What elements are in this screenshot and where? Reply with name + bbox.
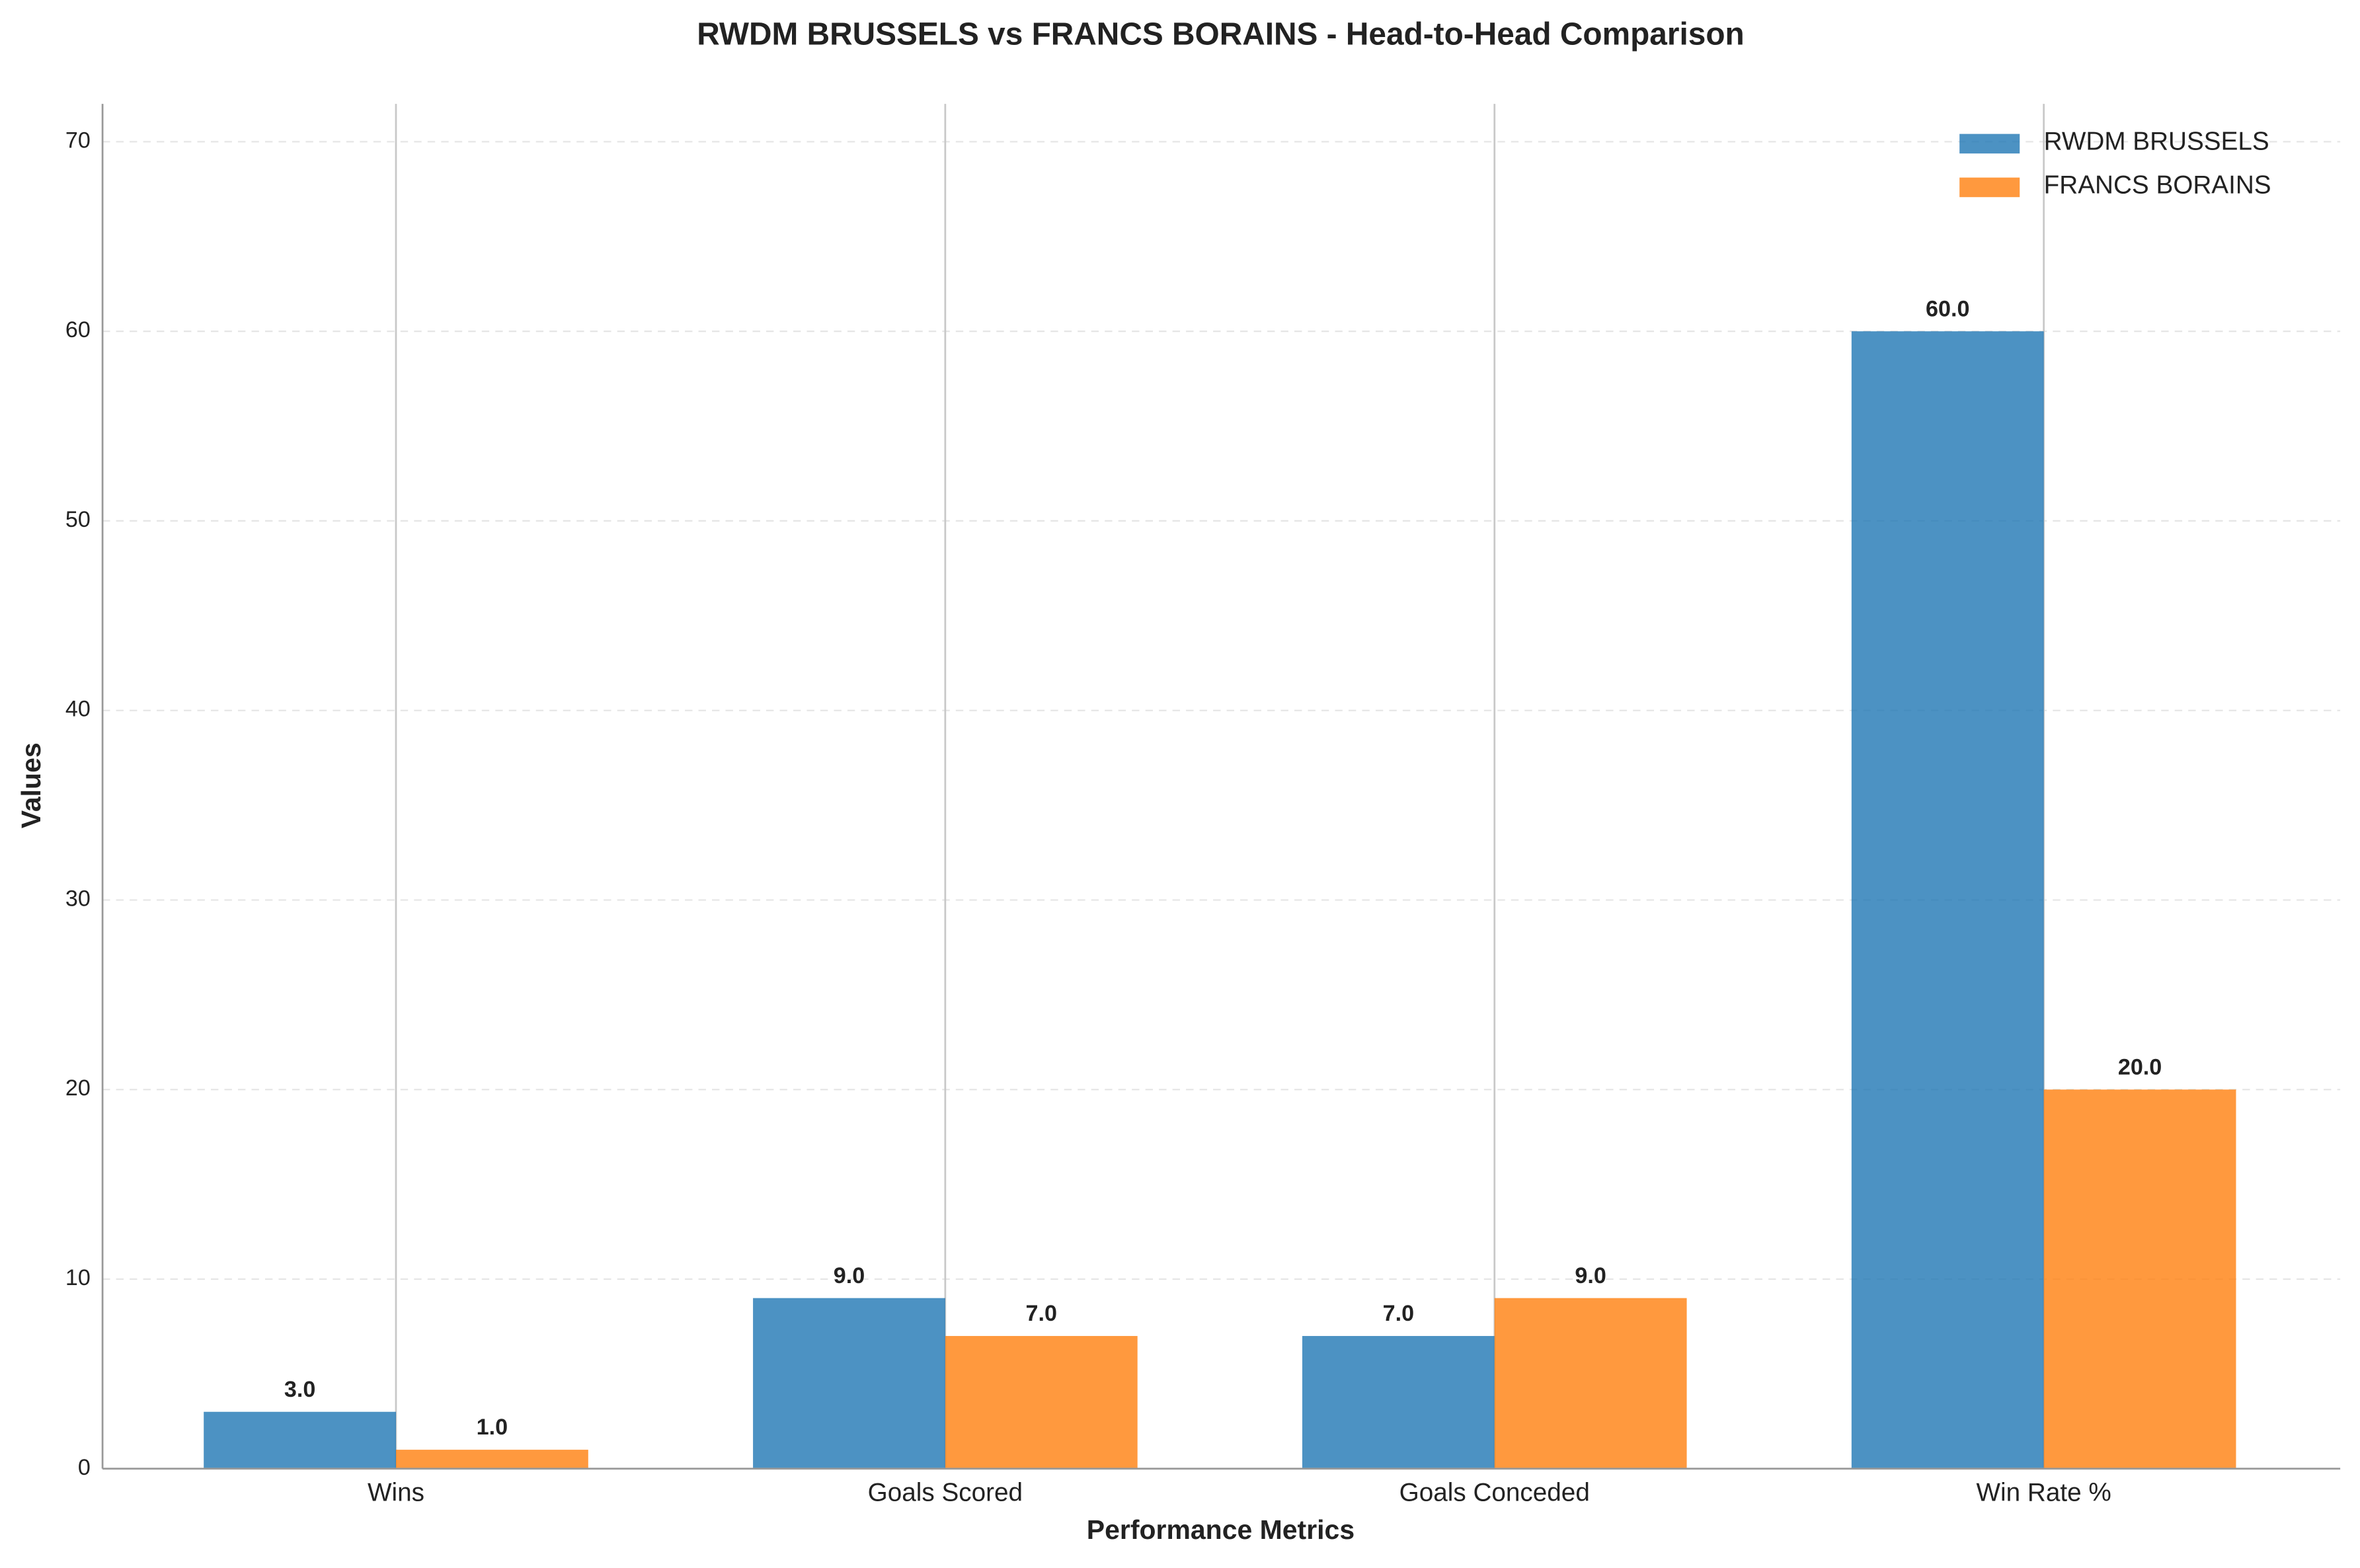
value-label: 7.0 — [1383, 1301, 1414, 1326]
y-tick-label: 0 — [78, 1455, 91, 1480]
y-tick-label: 50 — [65, 507, 91, 532]
x-tick-label: Goals Scored — [868, 1479, 1023, 1507]
legend-label: FRANCS BORAINS — [2044, 171, 2271, 199]
bar — [753, 1298, 945, 1469]
y-axis-label: Values — [16, 742, 46, 828]
bar — [1851, 331, 2044, 1469]
bar — [945, 1336, 1138, 1469]
value-label: 20.0 — [2118, 1054, 2162, 1079]
bar — [2043, 1089, 2236, 1469]
x-tick-label: Goals Conceded — [1399, 1479, 1590, 1507]
y-tick-label: 40 — [65, 697, 91, 722]
value-label: 3.0 — [284, 1377, 315, 1402]
y-tick-label: 70 — [65, 128, 91, 153]
x-axis-label: Performance Metrics — [1087, 1514, 1355, 1545]
bar — [204, 1411, 396, 1469]
bar — [1302, 1336, 1495, 1469]
x-tick-label: Win Rate % — [1977, 1479, 2111, 1507]
x-tick-label: Wins — [368, 1479, 424, 1507]
value-label: 9.0 — [1575, 1263, 1606, 1288]
bar — [396, 1450, 588, 1469]
legend-label: RWDM BRUSSELS — [2044, 127, 2269, 155]
value-label: 1.0 — [477, 1415, 508, 1440]
legend-swatch — [1959, 134, 2020, 154]
y-tick-label: 20 — [65, 1076, 91, 1101]
value-label: 60.0 — [1926, 296, 1969, 321]
value-label: 7.0 — [1026, 1301, 1057, 1326]
y-tick-label: 10 — [65, 1265, 91, 1290]
legend-swatch — [1959, 177, 2020, 198]
chart-title: RWDM BRUSSELS vs FRANCS BORAINS - Head-t… — [697, 17, 1745, 52]
y-tick-label: 60 — [65, 317, 91, 342]
bar — [1494, 1298, 1687, 1469]
y-tick-label: 30 — [65, 886, 91, 911]
value-label: 9.0 — [834, 1263, 865, 1288]
